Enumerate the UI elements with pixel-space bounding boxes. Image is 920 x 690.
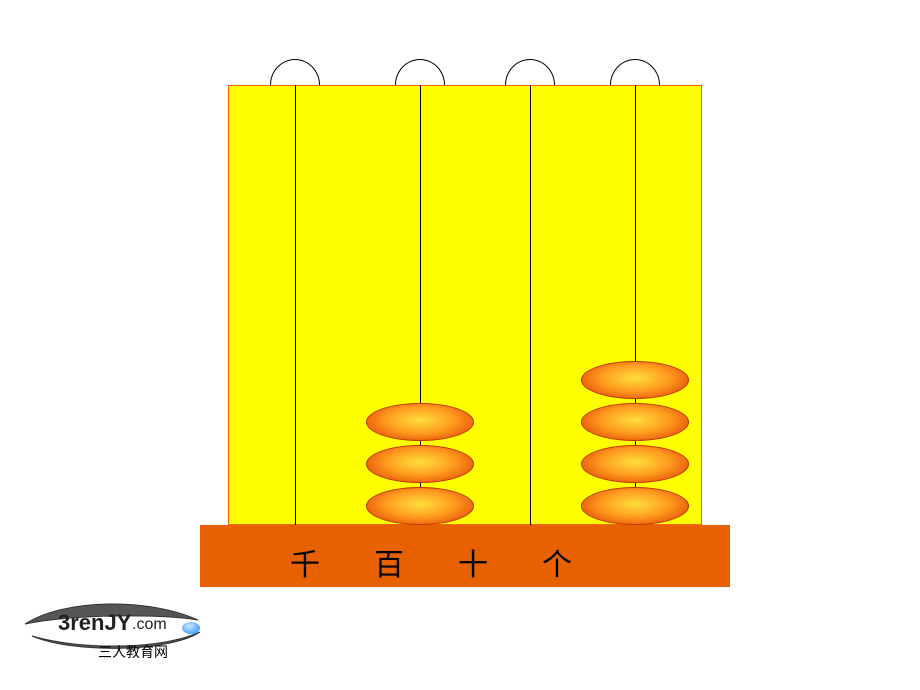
abacus-figure: 千 百 十 个 3renJY.com 三人教育网: [0, 0, 920, 690]
rod-arc-0: [270, 59, 320, 85]
bead-百-0: [366, 487, 474, 525]
logo-dot-icon: [182, 622, 200, 634]
rod-arc-3: [610, 59, 660, 85]
rod-arc-2: [505, 59, 555, 85]
bead-个-1: [581, 445, 689, 483]
bead-百-1: [366, 445, 474, 483]
bead-个-2: [581, 403, 689, 441]
place-label-1: 百: [374, 540, 404, 584]
rod-arc-1: [395, 59, 445, 85]
rod-line-2: [530, 85, 531, 525]
place-label-0: 千: [290, 540, 320, 584]
place-label-3: 个: [542, 540, 572, 584]
bead-个-0: [581, 487, 689, 525]
rod-line-0: [295, 85, 296, 525]
logo-text-main: 3renJY: [58, 610, 131, 636]
logo-subtitle: 三人教育网: [98, 642, 168, 662]
place-label-2: 十: [458, 540, 488, 584]
logo-text-suffix: .com: [132, 616, 167, 634]
bead-百-2: [366, 403, 474, 441]
bead-个-3: [581, 361, 689, 399]
site-logo: 3renJY.com 三人教育网: [20, 596, 210, 666]
